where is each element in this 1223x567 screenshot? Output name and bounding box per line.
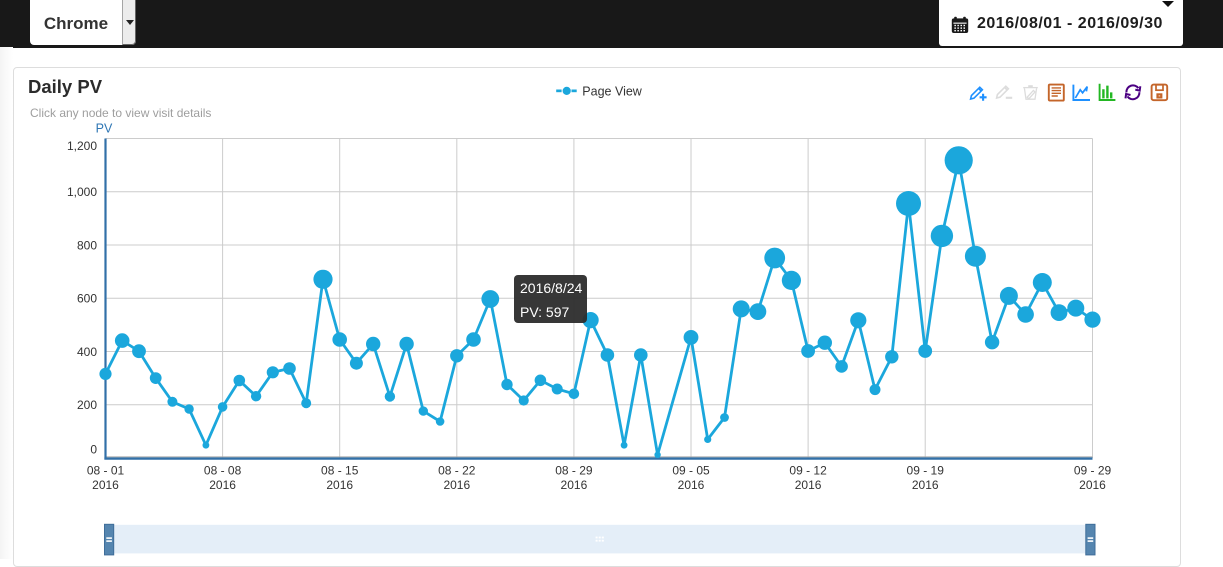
svg-text:09 - 05: 09 - 05 [672, 464, 710, 478]
svg-text:2016: 2016 [795, 478, 822, 492]
svg-text:09 - 29: 09 - 29 [1074, 464, 1112, 478]
svg-text:09 - 12: 09 - 12 [789, 464, 827, 478]
svg-text:0: 0 [90, 443, 97, 457]
svg-text:400: 400 [77, 345, 97, 359]
svg-text:2016: 2016 [678, 478, 705, 492]
svg-text:2016: 2016 [92, 478, 119, 492]
svg-text:1,200: 1,200 [67, 139, 97, 153]
svg-text:08 - 08: 08 - 08 [204, 464, 242, 478]
svg-text:08 - 29: 08 - 29 [555, 464, 593, 478]
svg-text:2016: 2016 [209, 478, 236, 492]
svg-text:2016: 2016 [561, 478, 588, 492]
svg-text:2016: 2016 [912, 478, 939, 492]
svg-text:200: 200 [77, 398, 97, 412]
svg-text:800: 800 [77, 238, 97, 252]
svg-text:600: 600 [77, 292, 97, 306]
svg-text:08 - 15: 08 - 15 [321, 464, 359, 478]
svg-text:2016: 2016 [1079, 478, 1106, 492]
svg-text:2016: 2016 [326, 478, 353, 492]
svg-text:2016: 2016 [443, 478, 470, 492]
svg-text:08 - 01: 08 - 01 [87, 464, 125, 478]
svg-text:08 - 22: 08 - 22 [438, 464, 476, 478]
svg-text:09 - 19: 09 - 19 [907, 464, 945, 478]
svg-text:PV: PV [96, 122, 113, 136]
svg-text:Page View: Page View [582, 84, 643, 98]
svg-text:1,000: 1,000 [67, 185, 97, 199]
